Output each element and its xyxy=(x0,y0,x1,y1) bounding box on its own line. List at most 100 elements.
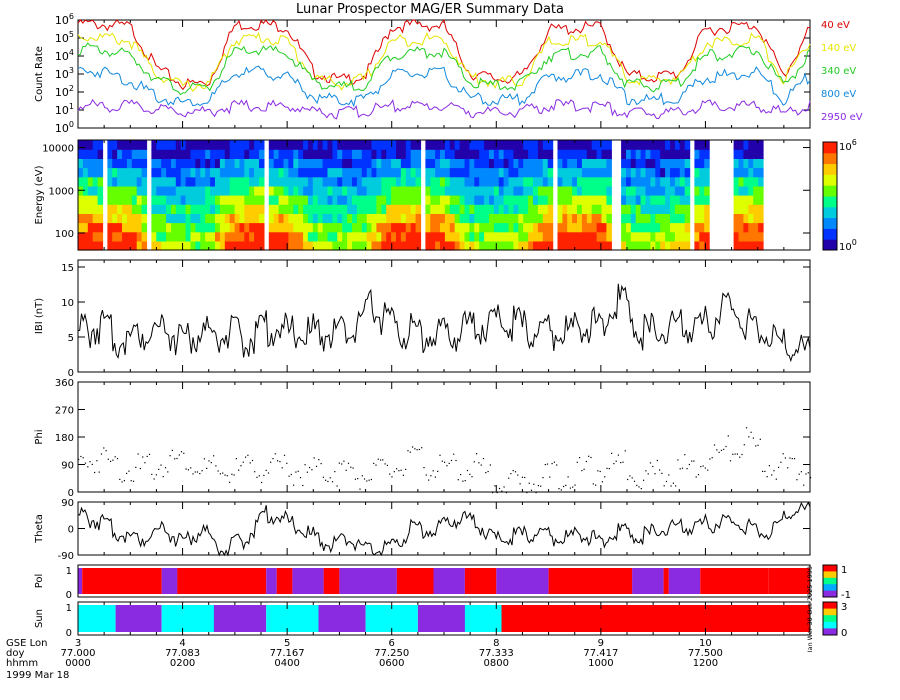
energy-spectrogram-ylabel: Energy (eV) xyxy=(34,165,45,224)
phi-point xyxy=(496,492,498,494)
phi-point xyxy=(151,473,153,475)
energy-spectrogram-cell xyxy=(733,140,740,150)
energy-spectrogram-cell xyxy=(748,149,754,159)
phi-point xyxy=(688,463,690,466)
energy-spectrogram-cell xyxy=(180,167,187,178)
energy-spectrogram-cell xyxy=(278,213,285,224)
energy-spectrogram-cell xyxy=(626,222,632,233)
energy-spectrogram-cell xyxy=(244,149,250,159)
phi-point xyxy=(210,462,212,464)
energy-spectrogram-cell xyxy=(244,240,250,251)
energy-spectrogram-cell xyxy=(489,176,495,187)
energy-spectrogram-cell xyxy=(229,195,236,205)
energy-spectrogram-cell xyxy=(621,140,627,150)
phi-point xyxy=(256,476,258,478)
energy-spectrogram-cell xyxy=(278,176,285,187)
energy-spectrogram-cell xyxy=(332,176,338,187)
phi-point xyxy=(613,463,615,465)
energy-spectrogram-cell xyxy=(278,140,285,150)
energy-spectrogram-cell xyxy=(126,195,133,205)
energy-spectrogram-cell xyxy=(640,185,647,196)
energy-spectrogram-cell xyxy=(523,195,529,205)
phi-point xyxy=(480,464,482,466)
energy-spectrogram-cell xyxy=(489,149,495,159)
energy-spectrogram-cell xyxy=(513,204,519,214)
energy-spectrogram-cell xyxy=(317,231,324,242)
energy-spectrogram-cell xyxy=(748,204,754,214)
energy-spectrogram-cell xyxy=(484,195,490,205)
energy-spectrogram-cell xyxy=(704,222,710,233)
energy-spectrogram-cell xyxy=(405,140,412,150)
phi-ytick-label: 90 xyxy=(61,461,74,472)
energy-spectrogram-cell xyxy=(743,231,749,242)
energy-spectrogram-cell xyxy=(581,149,588,159)
energy-spectrogram-cell xyxy=(640,204,647,214)
energy-spectrogram-cell xyxy=(464,176,470,187)
energy-spectrogram-cell xyxy=(484,140,490,150)
x-tick-lon: 6 xyxy=(389,638,395,649)
energy-spectrogram-cell xyxy=(151,231,157,242)
energy-spectrogram-cell xyxy=(435,185,441,196)
energy-spectrogram-cell xyxy=(337,231,343,242)
energy-spectrogram-cell xyxy=(205,140,211,150)
energy-spectrogram-cell xyxy=(528,158,534,169)
energy-spectrogram-cell xyxy=(670,167,676,178)
polarity-colorbar-step xyxy=(823,590,837,598)
energy-spectrogram-cell xyxy=(533,140,539,150)
energy-spectrogram-cell xyxy=(381,195,387,205)
energy-spectrogram-cell xyxy=(303,231,309,242)
phi-point xyxy=(158,468,160,470)
energy-spectrogram-cell xyxy=(273,149,280,159)
phi-point xyxy=(375,464,377,466)
energy-spectrogram-cell xyxy=(161,195,167,205)
energy-spectrogram-cell xyxy=(156,231,162,242)
energy-spectrogram-cell xyxy=(542,204,549,214)
energy-spectrogram-cell xyxy=(195,204,201,214)
energy-spectrogram-cell xyxy=(371,158,377,169)
energy-spectrogram-cell xyxy=(528,167,534,178)
energy-spectrogram-cell xyxy=(650,240,656,251)
energy-spectrogram-cell xyxy=(107,222,113,233)
energy-spectrogram-cell xyxy=(244,176,250,187)
energy-spectrogram-cell xyxy=(694,195,700,205)
energy-spectrogram-cell xyxy=(474,231,480,242)
energy-spectrogram-cell xyxy=(469,231,475,242)
phi-point xyxy=(270,461,272,463)
energy-spectrogram-cell xyxy=(205,185,211,196)
energy-spectrogram-cell xyxy=(464,204,470,214)
energy-spectrogram-cell xyxy=(210,213,216,224)
phi-point xyxy=(187,469,189,471)
energy-spectrogram-cell xyxy=(254,231,260,242)
energy-spectrogram-cell xyxy=(484,185,490,196)
energy-spectrogram-cell xyxy=(268,149,275,159)
energy-spectrogram-cell xyxy=(268,167,275,178)
energy-spectrogram-cell xyxy=(410,195,417,205)
energy-spectrogram-cell xyxy=(371,240,377,251)
phi-point xyxy=(185,468,187,470)
energy-spectrogram-cell xyxy=(572,158,578,169)
energy-spectrogram-cell xyxy=(386,195,392,205)
energy-spectrogram-cell xyxy=(425,158,431,169)
count-rate-ytick-label: 102 xyxy=(55,84,74,99)
energy-spectrogram-cell xyxy=(581,176,588,187)
phi-point xyxy=(380,459,382,461)
phi-point xyxy=(283,454,286,456)
energy-spectrogram-cell xyxy=(97,240,104,251)
energy-spectrogram-cell xyxy=(200,185,206,196)
energy-spectrogram-cell xyxy=(112,158,118,169)
energy-spectrogram-cell xyxy=(205,213,211,224)
energy-spectrogram-cell xyxy=(733,240,740,251)
x-tick-hhmm: 0000 xyxy=(65,658,90,669)
energy-spectrogram-cell xyxy=(312,240,319,251)
energy-spectrogram-cell xyxy=(743,222,749,233)
energy-spectrogram-cell xyxy=(293,231,299,242)
energy-spectrogram-cell xyxy=(361,185,368,196)
phi-point xyxy=(796,479,798,481)
phi-point xyxy=(235,458,237,460)
energy-spectrogram-cell xyxy=(498,176,505,187)
count-rate-ytick-label: 106 xyxy=(55,12,74,27)
count-rate-ytick-label: 100 xyxy=(55,120,74,135)
phi-point xyxy=(116,458,119,460)
energy-spectrogram-cell xyxy=(596,231,603,242)
energy-spectrogram-cell xyxy=(303,167,309,178)
